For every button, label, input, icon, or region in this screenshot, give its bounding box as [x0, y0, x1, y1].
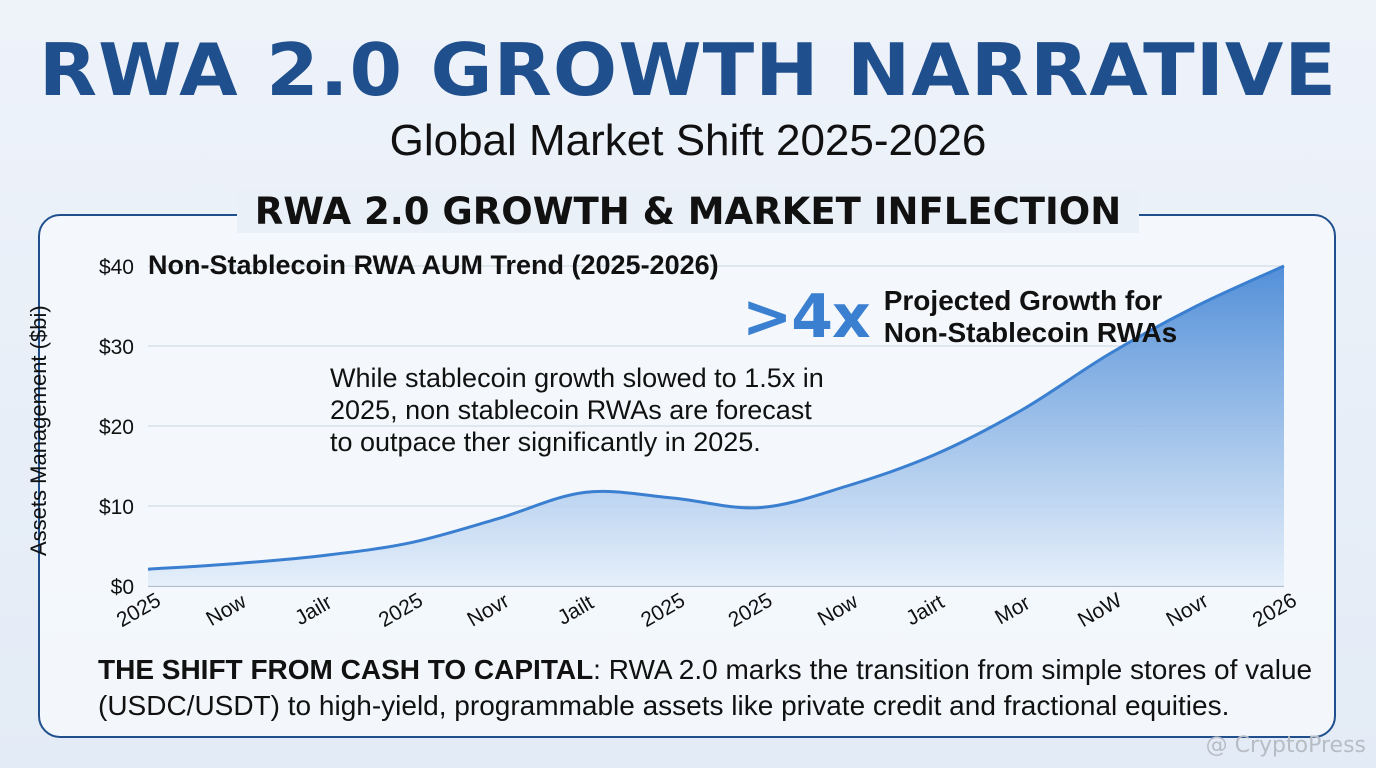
growth-callout-text: Projected Growth for Non-Stablecoin RWAs: [884, 285, 1178, 349]
y-axis-label: Assets Management ($bi): [26, 305, 51, 556]
x-tick-label: Mor: [991, 591, 1034, 629]
series-line: [147, 264, 1285, 571]
x-tick-label: Now: [202, 589, 251, 630]
y-tick-label: $20: [99, 416, 134, 439]
x-tick-label: Novr: [1162, 589, 1212, 631]
series-area-fill: [148, 266, 1284, 586]
shift-text: : RWA 2.0 marks the transition from simp…: [98, 654, 1313, 721]
x-tick-label: 2025: [375, 589, 427, 632]
growth-callout: >4x Projected Growth for Non-Stablecoin …: [742, 282, 1177, 352]
x-tick-label: Now: [814, 589, 863, 630]
y-tick-label: $40: [99, 256, 134, 279]
x-tick-label: NoW: [1074, 589, 1126, 632]
chart-title: Non-Stablecoin RWA AUM Trend (2025-2026): [148, 250, 719, 280]
page-title: RWA 2.0 GROWTH NARRATIVE: [38, 28, 1338, 112]
x-tick-label: Jailr: [291, 591, 336, 630]
growth-multiplier: >4x: [742, 282, 871, 352]
growth-callout-line-1: Projected Growth for: [883, 285, 1163, 316]
growth-callout-line-2: Non-Stablecoin RWAs: [883, 317, 1178, 348]
x-tick-label: 2025: [637, 589, 689, 632]
y-tick-label: $10: [99, 496, 134, 519]
y-tick-label: $0: [111, 576, 134, 599]
x-tick-label: Novr: [463, 589, 513, 631]
y-tick-label: $30: [99, 336, 134, 359]
shift-label: THE SHIFT FROM CASH TO CAPITAL: [98, 654, 594, 685]
page-subtitle: Global Market Shift 2025-2026: [389, 116, 987, 165]
panel-heading-text: RWA 2.0 GROWTH & MARKET INFLECTION: [236, 190, 1140, 233]
x-tick-label: Jailt: [554, 591, 598, 630]
x-tick-label: 2025: [724, 589, 776, 632]
x-tick-label: 2026: [1249, 589, 1301, 632]
watermark: @ CryptoPress: [1205, 733, 1366, 758]
stablecoin-note: While stablecoin growth slowed to 1.5x i…: [330, 363, 824, 457]
x-tick-label: Jairt: [902, 590, 948, 630]
panel-heading: RWA 2.0 GROWTH & MARKET INFLECTION: [0, 190, 1376, 233]
shift-description: THE SHIFT FROM CASH TO CAPITAL: RWA 2.0 …: [98, 652, 1328, 724]
